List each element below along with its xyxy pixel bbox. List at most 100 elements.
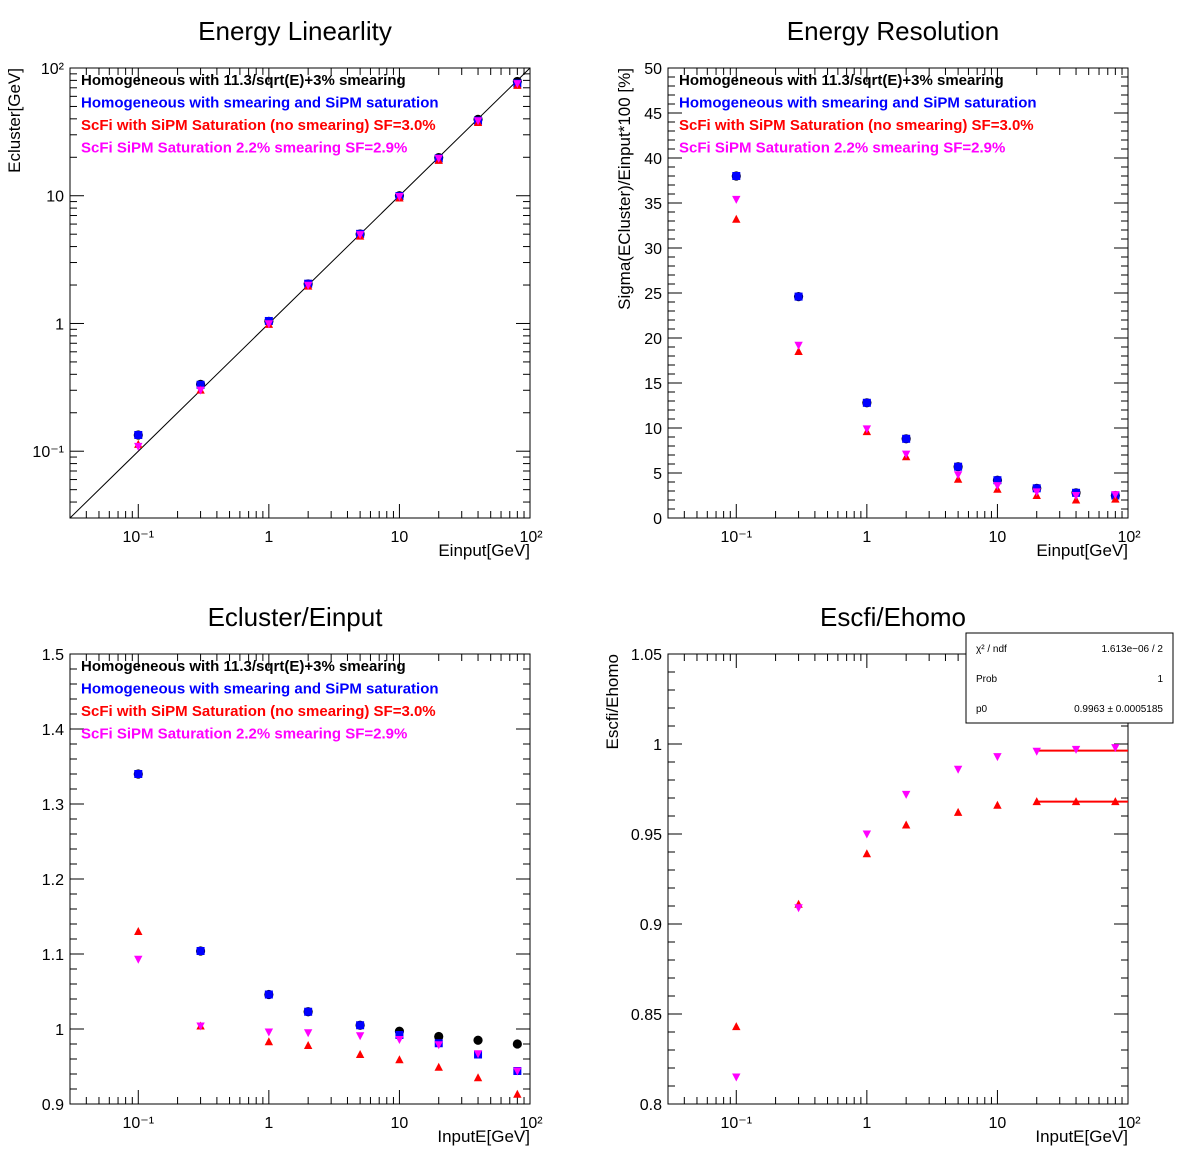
point-homog_sat <box>134 770 143 778</box>
chart-title: Energy Linearlity <box>198 16 392 46</box>
point-scfi_smear <box>134 442 143 451</box>
point-scfi_smear <box>1032 488 1041 497</box>
legend: Homogeneous with 11.3/sqrt(E)+3% smearin… <box>679 72 1037 157</box>
point-homog_sat <box>395 1031 404 1039</box>
point-homog_sat <box>862 398 871 407</box>
x-tick-label: 1 <box>862 529 871 546</box>
y-tick-label: 1.4 <box>42 722 64 739</box>
x-axis-label: Einput[GeV] <box>1036 541 1128 560</box>
point-scfi_smear <box>196 1022 205 1031</box>
point-scfi <box>993 800 1002 809</box>
x-tick-label: 10 <box>391 529 409 546</box>
x-tick-label: 10⁻¹ <box>122 1115 154 1132</box>
stats-box-frame <box>965 632 1174 724</box>
fit-stats-box: χ² / ndf 1.613e−06 / 2 Prob 1 p0 0.9963 ± 0.0… <box>965 632 1174 724</box>
point-scfi <box>901 820 911 829</box>
point-scfi_smear <box>1111 744 1120 753</box>
point-scfi_smear <box>1071 745 1081 754</box>
point-scfi <box>862 849 872 858</box>
point-scfi <box>303 1041 313 1049</box>
y-tick-label: 20 <box>644 331 662 348</box>
point-homog_sat <box>304 1007 313 1016</box>
point-scfi_smear <box>395 193 404 202</box>
legend: Homogeneous with 11.3/sqrt(E)+3% smearin… <box>81 658 439 743</box>
point-homog <box>434 1031 444 1042</box>
y-tick-label: 50 <box>644 61 662 78</box>
stats-row-value: 0.9963 ± 0.0005185 <box>1074 704 1163 715</box>
y-axis-label: Sigma(ECluster)/Einput*100 [%] <box>615 68 634 310</box>
x-tick-label: 1 <box>264 1115 273 1132</box>
y-axis-label: Ecluster[GeV] <box>5 68 24 173</box>
x-tick-label: 10 <box>391 1115 409 1132</box>
point-homog_sat <box>732 172 741 180</box>
point-scfi_smear <box>732 195 741 204</box>
y-tick-label: 1 <box>653 737 662 754</box>
point-homog_sat <box>134 430 143 439</box>
point-scfi_smear <box>1071 492 1081 500</box>
y-tick-label: 10 <box>46 189 64 206</box>
plot-frame <box>69 653 531 1105</box>
legend: Homogeneous with 11.3/sqrt(E)+3% smearin… <box>81 72 439 157</box>
y-tick-label: 1.1 <box>42 947 64 964</box>
y-tick-label: 1.05 <box>631 647 662 664</box>
y-tick-label: 10⁻¹ <box>32 444 64 461</box>
point-scfi_smear <box>395 1036 404 1044</box>
point-scfi_smear <box>473 1050 483 1059</box>
series-homog <box>133 769 522 1049</box>
point-scfi <box>1032 797 1041 806</box>
point-homog_sat <box>264 990 273 999</box>
panel-4: Escfi/Ehomo 10⁻¹ 1 10 10² 0.8 0.85 0.9 0.95 1 1.05… <box>603 602 1141 1146</box>
point-scfi_smear <box>434 1041 443 1050</box>
point-scfi <box>732 214 741 223</box>
legend-entry: ScFi with SiPM Saturation (no smearing) … <box>81 117 436 134</box>
point-homog_sat <box>1032 484 1041 493</box>
x-tick-label: 10² <box>1117 1115 1141 1132</box>
chart-title: Energy Resolution <box>787 16 999 46</box>
point-scfi_smear <box>993 753 1002 762</box>
legend-entry: ScFi SiPM Saturation 2.2% smearing SF=2.… <box>81 726 407 743</box>
stats-row-name: p0 <box>976 704 988 715</box>
series-homog_sat <box>134 770 522 1075</box>
point-scfi_smear <box>473 117 483 126</box>
point-scfi <box>134 927 143 935</box>
point-scfi_smear <box>434 154 443 163</box>
y-tick-label: 0.85 <box>631 1007 662 1024</box>
point-scfi_smear <box>264 320 274 329</box>
point-scfi_smear <box>134 955 143 964</box>
legend-entry: ScFi SiPM Saturation 2.2% smearing SF=2.… <box>679 140 1005 157</box>
point-scfi_smear <box>794 904 803 913</box>
point-scfi <box>513 1089 522 1098</box>
legend-entry: Homogeneous with smearing and SiPM satur… <box>679 95 1037 112</box>
series-homog <box>731 171 1120 501</box>
point-scfi_smear <box>196 386 205 395</box>
point-scfi <box>395 1055 404 1064</box>
point-homog_sat <box>196 947 205 955</box>
chart-title: Ecluster/Einput <box>208 602 384 632</box>
point-scfi_smear <box>1032 747 1041 756</box>
x-tick-label: 10² <box>519 529 543 546</box>
plot-frame <box>667 653 1129 1105</box>
reference-line <box>69 67 531 519</box>
stats-row-value: 1 <box>1157 674 1163 685</box>
point-scfi <box>434 1062 443 1071</box>
point-scfi <box>794 347 803 355</box>
y-tick-label: 0 <box>653 511 662 528</box>
series-scfi <box>732 214 1120 504</box>
series-scfi_smear <box>134 955 522 1076</box>
x-axis-label: Einput[GeV] <box>438 541 530 560</box>
y-tick-label: 40 <box>644 151 662 168</box>
point-scfi_smear <box>264 1028 274 1037</box>
legend-entry: ScFi with SiPM Saturation (no smearing) … <box>81 703 436 720</box>
point-homog_sat <box>196 380 205 389</box>
point-scfi_smear <box>303 1029 313 1038</box>
plot-frame <box>667 67 1129 519</box>
legend-entry: Homogeneous with 11.3/sqrt(E)+3% smearin… <box>81 658 406 675</box>
point-scfi <box>473 1073 483 1082</box>
y-tick-label: 1 <box>55 316 64 333</box>
x-axis-label: InputE[GeV] <box>437 1127 530 1146</box>
legend-entry: Homogeneous with 11.3/sqrt(E)+3% smearin… <box>81 72 406 89</box>
point-scfi <box>953 807 963 816</box>
series-scfi <box>134 80 522 448</box>
